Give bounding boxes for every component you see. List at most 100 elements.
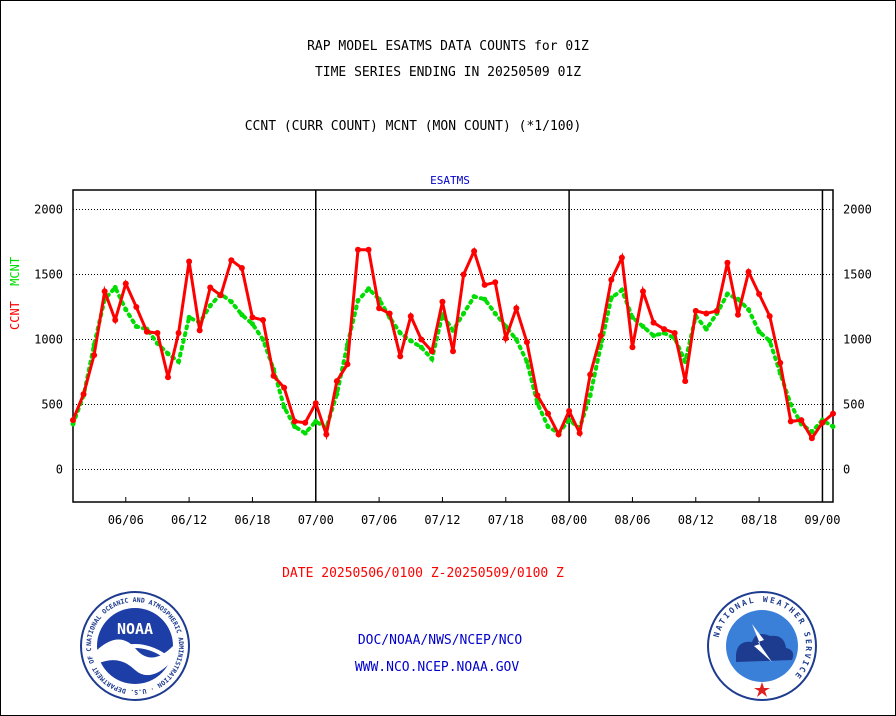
point-mcnt: [176, 359, 182, 365]
point-ccnt: [333, 378, 340, 385]
point-ccnt: [249, 314, 256, 321]
point-ccnt: [386, 310, 393, 317]
point-ccnt: [407, 313, 414, 320]
point-mcnt: [418, 344, 424, 350]
point-ccnt: [112, 317, 119, 323]
point-ccnt: [640, 288, 646, 295]
point-ccnt: [766, 313, 773, 320]
point-mcnt: [534, 400, 540, 406]
nws-logo: NATIONAL WEATHER SERVICE: [707, 591, 817, 701]
point-mcnt: [566, 417, 572, 423]
point-mcnt: [746, 307, 752, 313]
point-mcnt: [756, 329, 762, 335]
x-tick-label: 07/18: [488, 513, 524, 527]
y-tick-label-left: 1500: [34, 268, 63, 282]
x-tick-label: 07/12: [424, 513, 460, 527]
point-mcnt: [186, 314, 192, 320]
noaa-logo: NATIONAL OCEANIC AND ATMOSPHERIC ADMINIS…: [79, 590, 190, 701]
point-ccnt: [165, 374, 171, 381]
point-mcnt: [545, 424, 551, 430]
point-ccnt: [101, 288, 108, 295]
point-ccnt: [291, 418, 298, 425]
point-mcnt: [408, 338, 414, 344]
point-ccnt: [175, 330, 182, 336]
point-mcnt: [651, 333, 657, 339]
point-mcnt: [355, 298, 361, 303]
x-tick-label: 07/06: [361, 513, 397, 527]
point-ccnt: [692, 307, 699, 314]
org-label: DOC/NOAA/NWS/NCEP/NCO: [357, 633, 523, 648]
point-ccnt: [439, 298, 446, 305]
point-mcnt: [123, 307, 129, 313]
point-ccnt: [450, 348, 456, 355]
point-ccnt: [418, 336, 425, 343]
point-ccnt: [713, 307, 720, 314]
point-ccnt: [756, 291, 763, 297]
point-ccnt: [671, 330, 678, 336]
point-mcnt: [313, 418, 319, 424]
point-mcnt: [788, 402, 794, 407]
point-ccnt: [587, 371, 594, 378]
y-tick-label-left: 2000: [34, 203, 63, 217]
point-ccnt: [270, 372, 277, 379]
point-ccnt: [735, 311, 741, 318]
x-tick-label: 07/00: [298, 513, 334, 527]
point-ccnt: [661, 326, 668, 333]
point-mcnt: [249, 321, 255, 327]
y-tick-label-right: 1000: [843, 333, 872, 347]
point-mcnt: [302, 430, 308, 436]
date-range-label: DATE 20250506/0100 Z-20250509/0100 Z: [282, 566, 564, 581]
point-mcnt: [767, 338, 773, 344]
point-ccnt: [650, 319, 657, 326]
point-ccnt: [460, 271, 467, 278]
website-link[interactable]: WWW.NCO.NCEP.NOAA.GOV: [354, 660, 520, 675]
point-ccnt: [566, 408, 573, 414]
point-ccnt: [80, 391, 87, 398]
noaa-logo-text: NOAA: [117, 620, 153, 638]
point-mcnt: [513, 337, 519, 342]
point-mcnt: [735, 296, 741, 302]
y-tick-label-right: 1500: [843, 268, 872, 282]
point-ccnt: [344, 361, 351, 368]
point-ccnt: [376, 305, 383, 312]
point-ccnt: [260, 317, 266, 323]
x-tick-label: 06/06: [108, 513, 144, 527]
point-mcnt: [397, 330, 403, 336]
y-tick-label-left: 1000: [34, 333, 63, 347]
point-ccnt: [724, 259, 731, 266]
point-ccnt: [629, 344, 636, 351]
x-tick-label: 08/12: [678, 513, 714, 527]
point-mcnt: [619, 287, 625, 293]
y-tick-label-right: 500: [843, 398, 865, 412]
point-mcnt: [461, 311, 467, 316]
point-mcnt: [608, 295, 614, 301]
point-mcnt: [260, 337, 266, 342]
x-tick-label: 08/00: [551, 513, 587, 527]
x-tick-label: 08/06: [614, 513, 650, 527]
point-ccnt: [154, 330, 161, 336]
point-ccnt: [534, 392, 541, 399]
point-ccnt: [576, 430, 583, 437]
point-ccnt: [207, 284, 214, 291]
chart-legend-description: CCNT (CURR COUNT) MCNT (MON COUNT) (*1/1…: [244, 119, 582, 134]
x-tick-label: 08/18: [741, 513, 777, 527]
point-mcnt: [830, 424, 836, 430]
point-ccnt: [703, 310, 710, 317]
point-mcnt: [809, 429, 815, 435]
point-ccnt: [281, 384, 288, 391]
point-ccnt: [133, 304, 140, 310]
point-mcnt: [112, 285, 118, 290]
point-ccnt: [618, 254, 625, 261]
point-mcnt: [366, 286, 372, 292]
point-ccnt: [143, 328, 150, 335]
y-tick-label-right: 0: [843, 463, 850, 477]
point-mcnt: [471, 294, 477, 300]
point-ccnt: [492, 279, 499, 286]
plot-title: ESATMS: [430, 174, 470, 187]
point-ccnt: [777, 359, 784, 366]
point-mcnt: [281, 404, 287, 410]
point-ccnt: [365, 246, 372, 253]
point-mcnt: [228, 299, 234, 305]
x-tick-label: 06/18: [234, 513, 270, 527]
